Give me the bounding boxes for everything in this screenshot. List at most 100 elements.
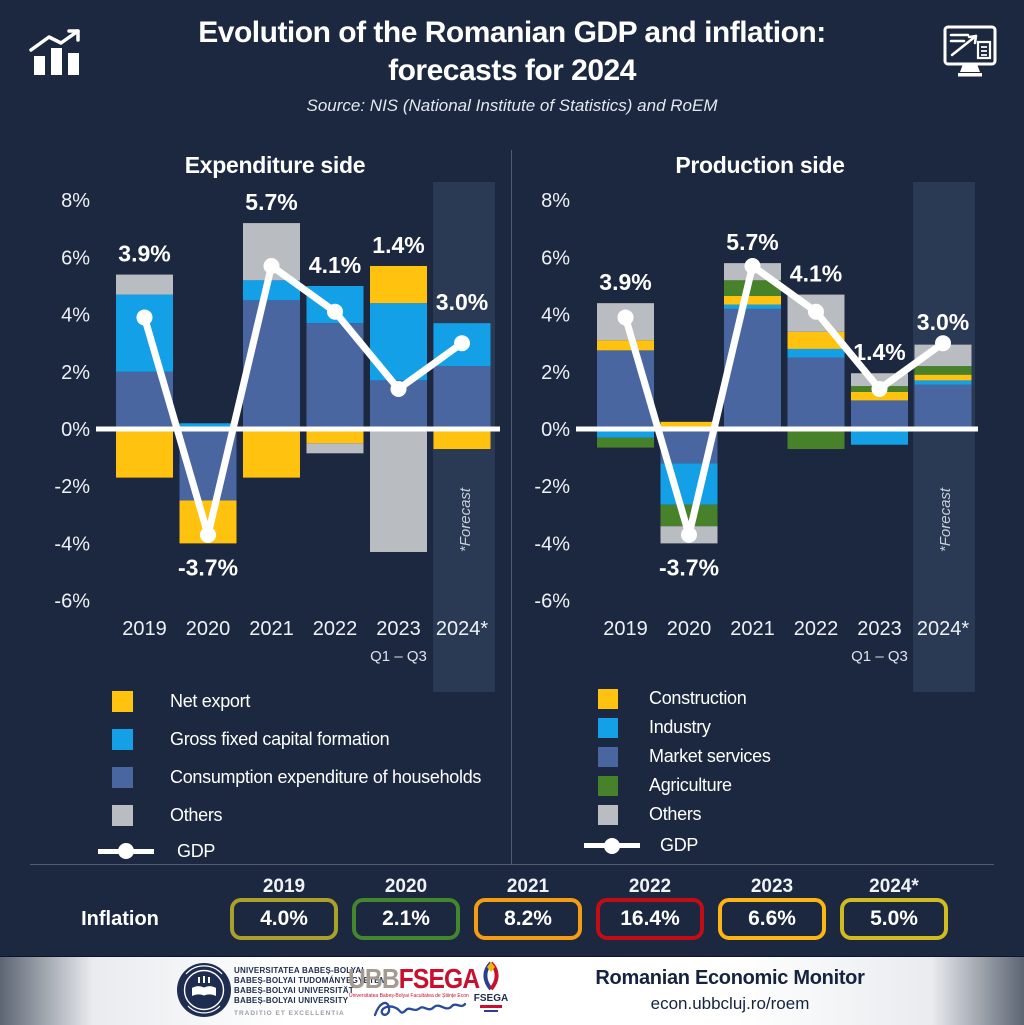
inflation-year: 2020: [384, 876, 428, 897]
bar-segment-steelblue: [851, 400, 908, 429]
x-axis-label: 2020: [667, 618, 712, 640]
y-tick-label: -2%: [534, 476, 570, 498]
gdp-point: [681, 526, 697, 543]
gdp-point: [390, 380, 407, 397]
university-name-line: UNIVERSITATEA BABEȘ-BOLYAI: [234, 966, 364, 975]
bar-segment-steelblue: [724, 308, 781, 429]
page-subtitle: Source: NIS (National Institute of Stati…: [306, 96, 718, 115]
inflation-year: 2022: [628, 876, 672, 897]
bar-segment-lightblue: [179, 423, 237, 429]
bar-segment-green: [787, 429, 845, 450]
others-swatch: [112, 804, 133, 826]
legend-item: Market services: [598, 742, 771, 771]
bar-segment-lightblue: [787, 348, 845, 358]
university-name-line: BABEȘ-BOLYAI TUDOMÁNYEGYETEM: [234, 976, 387, 985]
legend-label: Gross fixed capital formation: [170, 728, 390, 749]
inflation-value-box: 8.2%: [474, 898, 582, 940]
gdp-value-label: 1.4%: [372, 232, 424, 258]
bar-segment-yellow: [914, 374, 972, 381]
bar-segment-yellow: [370, 265, 427, 304]
page-title-line2: forecasts for 2024: [388, 54, 636, 87]
bar-segment-yellow: [597, 340, 654, 351]
inflation-value-box: 6.6%: [718, 898, 826, 940]
bar-segment-lightblue: [243, 280, 300, 301]
inflation-year: 2019: [262, 876, 306, 897]
gfcf-swatch: [112, 728, 133, 750]
bar-segment-green: [914, 366, 972, 375]
chart-title-production: Production side: [675, 152, 845, 178]
bar-segment-gray: [116, 274, 173, 295]
bar-segment-lightblue: [116, 294, 173, 372]
x-axis-sub-label: Q1 – Q3: [851, 648, 908, 665]
bar-segment-yellow: [433, 429, 491, 450]
gdp-value-label: 3.9%: [599, 269, 651, 295]
monitor-text-block: Romanian Economic Monitor econ.ubbcluj.r…: [570, 967, 890, 1014]
y-tick-label: 6%: [61, 247, 90, 269]
gdp-point: [136, 309, 153, 326]
expenditure-chart: 8% 6% 4% 2% 0% -2% -4% -6% *Forecast 3.9% -3.7% 5.7…: [54, 182, 500, 692]
x-axis-label: 2022: [794, 618, 839, 640]
fsega-text: FSEGA: [398, 963, 480, 994]
horizontal-divider: [30, 864, 994, 865]
gdp-line-icon: [584, 837, 640, 854]
bar-segment-steelblue: [914, 384, 972, 429]
bar-segment-yellow: [306, 429, 364, 444]
chart-title-expenditure: Expenditure side: [184, 152, 366, 178]
gdp-value-label: -3.7%: [659, 554, 719, 580]
y-tick-label: 2%: [541, 362, 570, 384]
y-tick-label: 4%: [61, 305, 90, 327]
bar-segment-gray: [370, 429, 427, 552]
y-tick-label: -2%: [54, 476, 90, 498]
gdp-line: [141, 262, 466, 539]
gdp-line: [622, 262, 947, 539]
construction-swatch: [598, 688, 618, 709]
market-services-swatch: [598, 746, 618, 767]
bar-segment-yellow: [787, 331, 845, 349]
legend-label: Agriculture: [649, 775, 732, 795]
monitor-url: econ.ubbcluj.ro/roem: [650, 994, 810, 1013]
x-axis-label: 2024*: [436, 618, 488, 640]
legend-item-gdp: GDP: [584, 829, 771, 862]
y-tick-label: 6%: [541, 247, 570, 269]
legend-expenditure: Net export Gross fixed capital formation…: [98, 682, 481, 868]
net-export-swatch: [112, 690, 133, 712]
legend-item: Agriculture: [598, 771, 771, 800]
bar-segment-yellow: [660, 421, 718, 429]
bar-segment-yellow: [243, 429, 300, 478]
legend-label: GDP: [177, 840, 216, 861]
legend-production: Construction Industry Market services Ag…: [584, 684, 771, 862]
bar-segment-yellow: [116, 429, 173, 478]
footer-bar: UNIVERSITATEA BABEȘ-BOLYAI BABEȘ-BOLYAI …: [0, 956, 1024, 1025]
forecast-label: *Forecast: [457, 487, 474, 552]
y-tick-label: 8%: [541, 190, 570, 212]
legend-label: GDP: [660, 835, 699, 855]
y-tick-label: 4%: [541, 305, 570, 327]
x-axis-sub-label: Q1 – Q3: [370, 648, 427, 665]
inflation-year: 2023: [750, 876, 794, 897]
gdp-value-label: 5.7%: [245, 189, 297, 215]
gdp-line-icon: [98, 843, 154, 859]
vertical-divider: [511, 150, 512, 864]
university-name-line: BABEȘ-BOLYAI UNIVERSITÄT: [234, 986, 354, 995]
forecast-label: *Forecast: [937, 487, 954, 552]
gdp-value-label: 3.0%: [917, 309, 969, 335]
legend-label: Industry: [649, 717, 711, 737]
gdp-value-label: -3.7%: [178, 554, 238, 580]
bar-segment-lightblue: [851, 429, 908, 445]
fsega-subtitle: Universitatea Babeș-Bolyai Facultatea de…: [349, 993, 469, 999]
legend-item: Others: [598, 800, 771, 829]
gdp-point: [808, 303, 824, 320]
industry-swatch: [598, 717, 618, 738]
legend-item: Industry: [598, 713, 771, 742]
gdp-point: [744, 257, 761, 274]
y-tick-label: 0%: [61, 419, 90, 441]
zero-line: [576, 426, 978, 432]
bar-segment-steelblue: [306, 323, 364, 429]
y-tick-label: 2%: [61, 362, 90, 384]
page-title-line1: Evolution of the Romanian GDP and inflat…: [198, 16, 826, 49]
gdp-point: [935, 335, 951, 352]
university-name-block: UNIVERSITATEA BABEȘ-BOLYAI BABEȘ-BOLYAI …: [234, 966, 387, 1019]
university-name-line: BABEȘ-BOLYAI UNIVERSITY: [234, 996, 349, 1005]
zero-line: [96, 426, 500, 432]
